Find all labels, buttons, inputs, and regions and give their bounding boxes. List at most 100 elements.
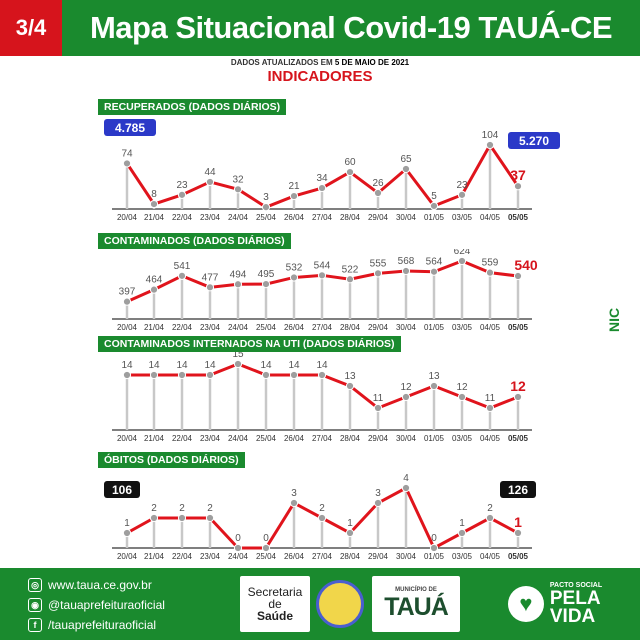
tick-label-22/04: 22/04 bbox=[172, 552, 193, 561]
data-point-03/05 bbox=[457, 528, 467, 538]
tick-label-04/05: 04/05 bbox=[480, 434, 501, 443]
badge-left: 4.785 bbox=[115, 121, 145, 135]
data-point-03/05 bbox=[457, 392, 467, 402]
tick-label-29/04: 29/04 bbox=[368, 323, 389, 332]
tick-label-27/04: 27/04 bbox=[312, 434, 333, 443]
badge-right: 5.270 bbox=[519, 134, 549, 148]
tick-label-26/04: 26/04 bbox=[284, 323, 305, 332]
data-point-21/04 bbox=[149, 199, 159, 209]
data-label-29/04: 11 bbox=[373, 393, 384, 404]
data-label-27/04: 2 bbox=[319, 503, 325, 514]
data-label-29/04: 555 bbox=[370, 258, 387, 269]
data-point-29/04 bbox=[373, 403, 383, 413]
data-label-20/04: 74 bbox=[121, 148, 133, 159]
data-point-30/04 bbox=[401, 266, 411, 276]
data-label-27/04: 34 bbox=[316, 173, 328, 184]
tick-label-27/04: 27/04 bbox=[312, 213, 333, 222]
data-label-23/04: 14 bbox=[204, 360, 216, 371]
data-point-22/04 bbox=[177, 370, 187, 380]
tick-label-28/04: 28/04 bbox=[340, 213, 361, 222]
tick-label-24/04: 24/04 bbox=[228, 434, 249, 443]
header-bar bbox=[0, 0, 640, 56]
data-point-21/04 bbox=[149, 513, 159, 523]
data-point-22/04 bbox=[177, 271, 187, 280]
data-label-25/04: 0 bbox=[263, 533, 269, 544]
data-label-26/04: 14 bbox=[288, 360, 300, 371]
tick-label-30/04: 30/04 bbox=[396, 434, 417, 443]
tick-label-22/04: 22/04 bbox=[172, 434, 193, 443]
data-point-27/04 bbox=[317, 370, 327, 380]
data-point-03/05 bbox=[457, 256, 467, 266]
data-label-01/05: 0 bbox=[431, 533, 437, 544]
data-point-22/04 bbox=[177, 513, 187, 523]
section-label-obitos: ÓBITOS (DADOS DIÁRIOS) bbox=[98, 452, 245, 468]
pacto-pela-vida-logo: ♥ PACTO SOCIAL PELA VIDA bbox=[480, 576, 630, 632]
data-point-04/05 bbox=[485, 513, 495, 523]
tick-label-23/04: 23/04 bbox=[200, 323, 221, 332]
data-label-26/04: 532 bbox=[286, 262, 303, 273]
data-point-22/04 bbox=[177, 190, 187, 199]
tick-label-29/04: 29/04 bbox=[368, 552, 389, 561]
data-label-30/04: 12 bbox=[400, 382, 412, 393]
tick-label-29/04: 29/04 bbox=[368, 434, 389, 443]
footer-facebook[interactable]: f/tauaprefeituraoficial bbox=[28, 618, 156, 632]
tick-label-28/04: 28/04 bbox=[340, 434, 361, 443]
badge-right: 126 bbox=[508, 483, 528, 497]
badge-left: 106 bbox=[112, 483, 132, 497]
data-point-28/04 bbox=[345, 167, 355, 177]
footer-site[interactable]: ◎ www.taua.ce.gov.br bbox=[28, 578, 152, 592]
tick-label-25/04: 25/04 bbox=[256, 552, 277, 561]
data-label-04/05: 104 bbox=[482, 130, 499, 141]
data-label-01/05: 13 bbox=[428, 371, 440, 382]
data-point-23/04 bbox=[205, 283, 215, 292]
data-label-22/04: 541 bbox=[174, 261, 191, 272]
data-label-21/04: 464 bbox=[146, 275, 163, 286]
data-label-23/04: 2 bbox=[207, 503, 213, 514]
tick-label-30/04: 30/04 bbox=[396, 552, 417, 561]
tick-label-20/04: 20/04 bbox=[117, 213, 138, 222]
data-label-22/04: 2 bbox=[179, 503, 185, 514]
data-label-25/04: 495 bbox=[258, 269, 275, 280]
data-point-01/05 bbox=[429, 267, 439, 276]
data-label-28/04: 13 bbox=[344, 371, 356, 382]
tick-label-22/04: 22/04 bbox=[172, 213, 193, 222]
tick-label-01/05: 01/05 bbox=[424, 323, 445, 332]
data-label-04/05: 11 bbox=[485, 393, 496, 404]
data-point-21/04 bbox=[149, 370, 159, 380]
data-label-03/05: 624 bbox=[454, 249, 471, 257]
tick-label-04/05: 04/05 bbox=[480, 213, 501, 222]
data-point-24/04 bbox=[233, 543, 243, 553]
data-point-26/04 bbox=[289, 191, 299, 201]
data-point-04/05 bbox=[485, 403, 495, 413]
heart-icon: ♥ bbox=[507, 586, 544, 622]
data-point-25/04 bbox=[261, 203, 271, 212]
data-point-26/04 bbox=[289, 498, 299, 508]
globe-icon: ◎ bbox=[28, 578, 42, 592]
badge-left-bg bbox=[104, 481, 140, 498]
badge-left-bg bbox=[104, 119, 156, 136]
data-point-24/04 bbox=[233, 359, 243, 369]
chart-contaminados: 397 20/04 464 21/04 541 22/04 477 23/04 494 24/04… bbox=[112, 249, 538, 332]
data-point-01/05 bbox=[429, 381, 439, 391]
updated-date: 5 DE MAIO DE 2021 bbox=[334, 58, 410, 67]
data-label-28/04: 1 bbox=[347, 518, 353, 529]
tick-label-26/04: 26/04 bbox=[284, 434, 305, 443]
secretaria-saude-logo: Secretaria de Saúde bbox=[240, 576, 310, 632]
data-point-25/04 bbox=[261, 370, 271, 380]
tick-label-25/04: 25/04 bbox=[256, 323, 277, 332]
data-label-27/04: 544 bbox=[314, 260, 331, 271]
data-label-23/04: 477 bbox=[202, 272, 219, 283]
tick-label-23/04: 23/04 bbox=[200, 213, 221, 222]
data-label-05/05: 1 bbox=[514, 514, 522, 530]
data-label-20/04: 14 bbox=[121, 360, 133, 371]
tick-label-01/05: 01/05 bbox=[424, 213, 445, 222]
data-point-26/04 bbox=[289, 273, 299, 282]
data-label-29/04: 3 bbox=[375, 488, 381, 499]
tick-label-04/05: 04/05 bbox=[480, 323, 501, 332]
footer-instagram[interactable]: ◉ @tauaprefeituraoficial bbox=[28, 598, 165, 612]
tick-label-26/04: 26/04 bbox=[284, 552, 305, 561]
data-point-21/04 bbox=[149, 285, 159, 294]
tick-label-04/05: 04/05 bbox=[480, 552, 501, 561]
tick-label-28/04: 28/04 bbox=[340, 552, 361, 561]
page-number: 3/4 bbox=[0, 0, 62, 56]
